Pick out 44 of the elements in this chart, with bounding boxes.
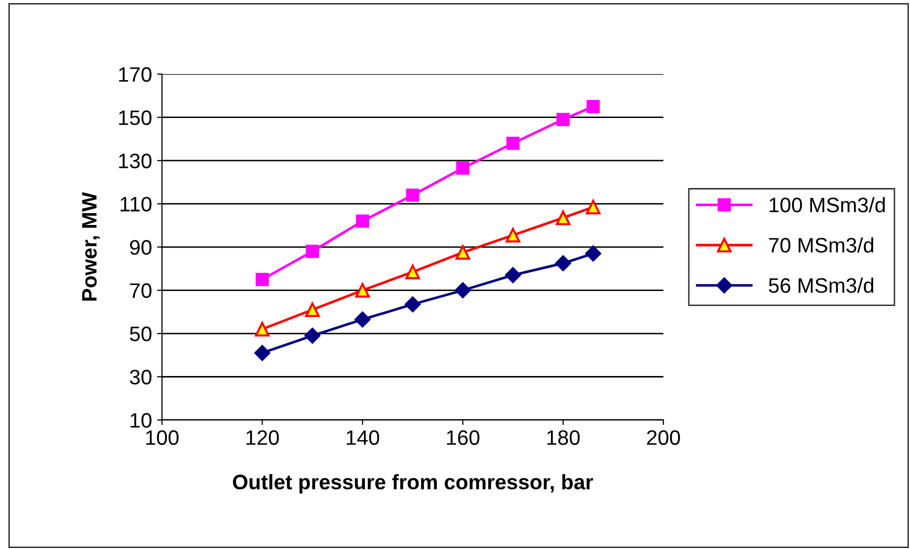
y-axis-title: Power, MW — [82, 192, 100, 301]
x-tick-label: 200 — [647, 430, 680, 446]
point — [505, 267, 521, 284]
x-tick-label: 140 — [346, 430, 380, 446]
y-tick-label: 110 — [120, 196, 152, 212]
point — [456, 245, 470, 260]
y-tick-label: 50 — [130, 326, 152, 342]
point — [354, 312, 370, 328]
y-tick-label: 170 — [119, 67, 152, 82]
point — [405, 264, 420, 280]
x-tick-label: 160 — [447, 430, 480, 446]
point — [254, 345, 270, 361]
point — [586, 100, 600, 114]
y-tick-label: 130 — [119, 154, 152, 168]
legend-label: 56 MSm3/d — [768, 278, 874, 293]
x-tick-label: 120 — [246, 430, 279, 446]
y-tick-label: 90 — [130, 240, 152, 255]
point — [586, 200, 600, 214]
point — [506, 136, 520, 150]
point — [456, 162, 470, 175]
legend-label: 100 MSm3/d — [770, 197, 885, 212]
point — [556, 112, 570, 126]
point — [304, 328, 320, 344]
point — [306, 244, 320, 258]
x-axis-title: Outlet pressure from comressor, bar — [232, 474, 593, 494]
point — [355, 282, 370, 298]
point — [506, 228, 520, 242]
point — [256, 272, 269, 286]
y-tick-label: 10 — [130, 412, 152, 428]
point — [454, 282, 471, 298]
y-tick-label: 70 — [130, 283, 152, 298]
x-tick-label: 100 — [146, 430, 179, 446]
point — [254, 322, 270, 336]
point — [556, 210, 570, 226]
point — [404, 296, 421, 312]
x-tick-label: 180 — [547, 430, 580, 446]
point — [406, 188, 420, 202]
point — [356, 214, 370, 228]
y-tick-label: 30 — [130, 370, 152, 385]
point — [555, 255, 572, 272]
y-tick-label: 150 — [119, 110, 152, 126]
point — [305, 302, 320, 318]
legend-label: 70 MSm3/d — [769, 237, 874, 253]
point — [585, 246, 602, 262]
